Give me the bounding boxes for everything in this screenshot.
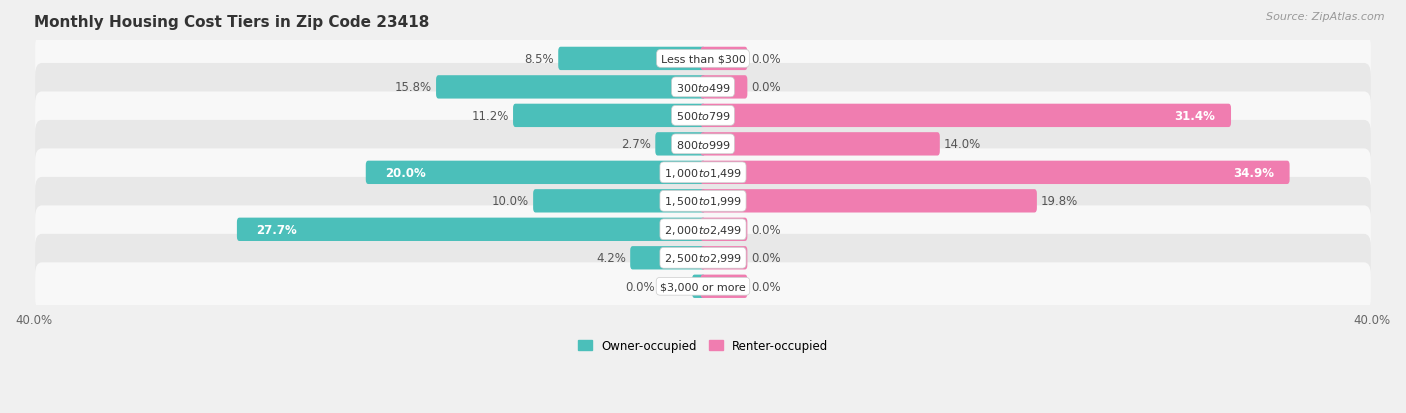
Text: 0.0%: 0.0% [752, 81, 782, 94]
FancyBboxPatch shape [35, 92, 1371, 140]
Text: 31.4%: 31.4% [1174, 109, 1215, 123]
Text: $3,000 or more: $3,000 or more [661, 282, 745, 292]
Text: $1,500 to $1,999: $1,500 to $1,999 [664, 195, 742, 208]
FancyBboxPatch shape [35, 121, 1371, 169]
Text: $500 to $799: $500 to $799 [675, 110, 731, 122]
FancyBboxPatch shape [35, 263, 1371, 311]
Text: 11.2%: 11.2% [471, 109, 509, 123]
Text: 4.2%: 4.2% [596, 252, 626, 265]
Text: Source: ZipAtlas.com: Source: ZipAtlas.com [1267, 12, 1385, 22]
Text: $2,500 to $2,999: $2,500 to $2,999 [664, 252, 742, 265]
FancyBboxPatch shape [655, 133, 706, 156]
Text: 14.0%: 14.0% [943, 138, 981, 151]
FancyBboxPatch shape [533, 190, 706, 213]
FancyBboxPatch shape [366, 161, 706, 185]
FancyBboxPatch shape [700, 275, 748, 298]
FancyBboxPatch shape [700, 190, 1036, 213]
Text: 8.5%: 8.5% [524, 53, 554, 66]
FancyBboxPatch shape [436, 76, 706, 99]
FancyBboxPatch shape [35, 178, 1371, 225]
Text: $2,000 to $2,499: $2,000 to $2,499 [664, 223, 742, 236]
FancyBboxPatch shape [558, 47, 706, 71]
FancyBboxPatch shape [35, 206, 1371, 254]
Text: 10.0%: 10.0% [492, 195, 529, 208]
Text: 34.9%: 34.9% [1233, 166, 1274, 179]
FancyBboxPatch shape [513, 104, 706, 128]
FancyBboxPatch shape [35, 234, 1371, 282]
Text: 15.8%: 15.8% [395, 81, 432, 94]
Text: Less than $300: Less than $300 [661, 54, 745, 64]
Text: Monthly Housing Cost Tiers in Zip Code 23418: Monthly Housing Cost Tiers in Zip Code 2… [34, 15, 429, 30]
FancyBboxPatch shape [700, 247, 748, 270]
Text: $1,000 to $1,499: $1,000 to $1,499 [664, 166, 742, 179]
Legend: Owner-occupied, Renter-occupied: Owner-occupied, Renter-occupied [572, 335, 834, 357]
Text: 19.8%: 19.8% [1040, 195, 1078, 208]
FancyBboxPatch shape [700, 218, 748, 242]
Text: 0.0%: 0.0% [752, 223, 782, 236]
FancyBboxPatch shape [35, 36, 1371, 83]
Text: 0.0%: 0.0% [752, 252, 782, 265]
FancyBboxPatch shape [700, 47, 748, 71]
FancyBboxPatch shape [630, 247, 706, 270]
FancyBboxPatch shape [35, 149, 1371, 197]
FancyBboxPatch shape [692, 275, 706, 298]
Text: 0.0%: 0.0% [752, 53, 782, 66]
FancyBboxPatch shape [700, 161, 1289, 185]
Text: 2.7%: 2.7% [621, 138, 651, 151]
FancyBboxPatch shape [35, 64, 1371, 112]
FancyBboxPatch shape [700, 104, 1232, 128]
Text: 0.0%: 0.0% [752, 280, 782, 293]
Text: 27.7%: 27.7% [256, 223, 297, 236]
FancyBboxPatch shape [700, 76, 748, 99]
FancyBboxPatch shape [236, 218, 706, 242]
Text: 20.0%: 20.0% [385, 166, 426, 179]
Text: 0.0%: 0.0% [624, 280, 654, 293]
Text: $800 to $999: $800 to $999 [675, 138, 731, 150]
Text: $300 to $499: $300 to $499 [675, 82, 731, 94]
FancyBboxPatch shape [700, 133, 939, 156]
